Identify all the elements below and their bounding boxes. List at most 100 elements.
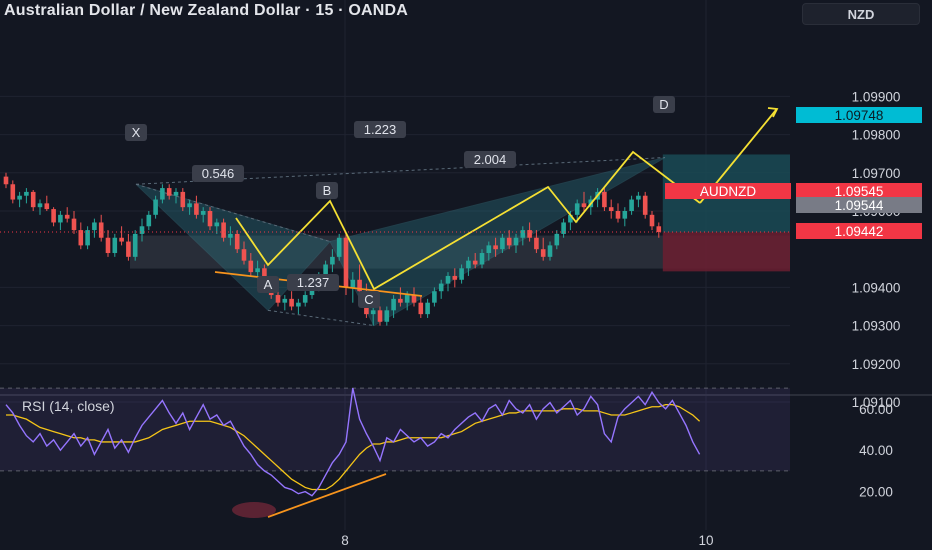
pattern-point-d-box [653, 96, 675, 113]
candle-body [323, 264, 328, 276]
candle-body [445, 275, 451, 284]
candle-body [513, 237, 519, 246]
ratio-label: 1.223 [364, 122, 397, 137]
candle-body [615, 211, 621, 219]
rsi-oversold-shade [232, 502, 276, 518]
candle-body [581, 203, 587, 208]
candle-body [200, 211, 206, 215]
candle-body [568, 214, 573, 223]
pattern-point-a: A [264, 277, 273, 292]
pattern-point-d: D [659, 97, 668, 112]
candle-body [153, 199, 158, 215]
candle-body [105, 237, 111, 254]
price-label-symbol: AUDNZD [700, 184, 756, 199]
candle-body [466, 260, 471, 269]
candle-body [404, 295, 410, 303]
candle-body [187, 203, 192, 208]
candle-body [377, 310, 383, 322]
candle-body [506, 237, 512, 246]
price-label-stop-box [796, 223, 922, 239]
rsi-trendline [267, 473, 387, 518]
zigzag-line [235, 150, 701, 291]
pattern-point-b: B [323, 183, 332, 198]
candle-body [602, 191, 607, 208]
candle-body [241, 249, 247, 261]
candle-body [357, 279, 362, 292]
candle-body [493, 245, 498, 250]
candle-body [64, 214, 70, 219]
candle-body [438, 283, 444, 292]
candle-body [119, 237, 124, 242]
candle-body [207, 211, 213, 227]
candle-body [221, 222, 226, 238]
candle-body [296, 302, 301, 307]
candle-body [411, 295, 417, 303]
candle-body [642, 195, 648, 215]
candle-body [391, 298, 396, 311]
candle-body [78, 230, 84, 246]
ratio-label: 1.237 [297, 275, 330, 290]
candle-body [574, 203, 580, 215]
candle-body [459, 268, 464, 280]
price-label-target: 1.09748 [835, 108, 884, 123]
ratio-label-box [354, 121, 406, 138]
price-label-level: 1.09544 [835, 198, 884, 213]
candle-body [58, 214, 63, 223]
candle-body [85, 230, 90, 246]
candle-body [330, 256, 335, 265]
time-tick-label: 10 [698, 533, 713, 548]
price-tick-label: 1.09900 [852, 89, 901, 104]
candle-body [425, 302, 430, 315]
stop-zone [662, 232, 790, 272]
candle-body [500, 237, 505, 250]
price-label-level-box [796, 197, 922, 213]
candle-body [608, 207, 614, 211]
candle-body [92, 222, 97, 231]
candle-body [51, 209, 56, 223]
price-tick-label: 1.09100 [852, 395, 901, 410]
candle-body [228, 233, 233, 238]
candle-body [486, 245, 492, 254]
rsi-label: RSI (14, close) [22, 398, 115, 414]
price-tick-label: 1.09200 [852, 357, 901, 372]
rsi-line [5, 387, 701, 497]
candle-body [622, 211, 628, 219]
candle-body [479, 253, 485, 265]
candle-body [126, 241, 131, 257]
candle-body [214, 222, 220, 227]
candle-body [432, 291, 437, 303]
candle-body [112, 237, 118, 254]
rsi-tick-label: 60.00 [859, 402, 893, 417]
candle-body [554, 233, 560, 246]
candle-body [248, 260, 254, 273]
candle-body [194, 203, 199, 215]
candle-body [37, 203, 43, 208]
candle-body [384, 310, 390, 322]
candle-body [98, 222, 104, 238]
candle-body [343, 237, 349, 288]
chart-title: Australian Dollar / New Zealand Dollar ·… [4, 2, 409, 19]
pattern-ac-line [267, 309, 375, 327]
candle-body [3, 176, 9, 185]
ratio-label-box [192, 165, 244, 182]
candle-body [180, 191, 186, 208]
price-tick-label: 1.09700 [852, 166, 901, 181]
pattern-point-x-box [125, 124, 147, 141]
candle-body [636, 195, 641, 200]
candle-body [649, 214, 655, 227]
candle-body [275, 295, 281, 303]
pattern-xb-line [135, 183, 331, 243]
pattern-point-a-box [257, 276, 279, 293]
currency-button[interactable]: NZD [802, 3, 920, 25]
projection-arrowhead [767, 107, 779, 118]
candle-body [160, 188, 165, 200]
price-label-stop: 1.09442 [835, 224, 884, 239]
candle-body [370, 310, 376, 315]
candle-body [146, 214, 152, 227]
price-tick-label: 1.09300 [852, 319, 901, 334]
candle-body [534, 237, 539, 250]
candle-body [282, 298, 288, 303]
candle-body [10, 184, 16, 200]
candle-body [30, 191, 36, 208]
